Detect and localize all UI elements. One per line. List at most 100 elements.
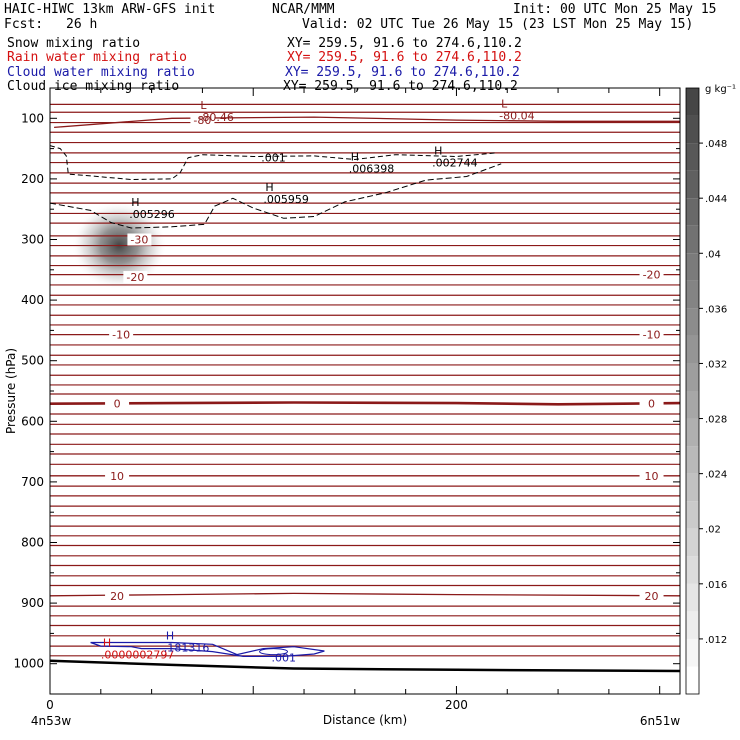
colorbar-swatch — [686, 308, 699, 336]
field-name-cloud-ice: Cloud ice mixing ratio — [7, 79, 180, 94]
extremum-value: -80.04 — [499, 109, 534, 122]
temperature-label: -30 — [130, 234, 148, 247]
extremum-marker: H — [434, 145, 442, 158]
extremum-marker: L — [501, 97, 508, 110]
cloud-water-contour-label: .001 — [271, 652, 296, 665]
temperature-label: 0 — [114, 398, 121, 411]
colorbar-tick-label: .04 — [705, 249, 721, 260]
colorbar-swatch — [686, 253, 699, 281]
extremum-value: .0000002797 — [101, 649, 174, 662]
temperature-label: 20 — [645, 590, 659, 603]
temperature-label: -20 — [643, 269, 661, 282]
y-axis-label: Pressure (hPa) — [4, 348, 18, 434]
contour-label-bg — [123, 271, 148, 284]
cloud-water-contour — [90, 641, 325, 657]
field-xy-cloud-water: XY= 259.5, 91.6 to 274.6,110.2 — [285, 65, 520, 80]
snow-contour — [50, 163, 502, 229]
temperature-label: -20 — [126, 271, 144, 284]
extremum-value: .002744 — [432, 157, 478, 170]
colorbar-tick-label: .032 — [705, 359, 727, 370]
y-tick-label: 200 — [21, 172, 44, 186]
x-end-label-left: 4n53w — [31, 714, 72, 728]
ground-line — [50, 659, 680, 673]
cloud-ice-contour — [50, 145, 498, 181]
temperature-contour — [54, 116, 680, 129]
contour-label-bg — [190, 114, 215, 127]
y-tick-label: 900 — [21, 596, 44, 610]
y-tick-label: 100 — [21, 111, 44, 125]
colorbar-tick-label: .048 — [705, 139, 727, 150]
x-end-label-right: 6n51w — [640, 714, 681, 728]
field-xy-snow: XY= 259.5, 91.6 to 274.6,110.2 — [287, 36, 522, 51]
contour-label-bg — [105, 469, 130, 482]
contour-label-bg — [109, 328, 134, 341]
contour-label-bg — [639, 397, 664, 410]
colorbar-tick-label: .016 — [705, 580, 727, 591]
colorbar-swatch — [686, 280, 699, 309]
extremum-marker: H — [265, 181, 273, 194]
extremum-marker: H — [166, 629, 174, 642]
extremum-marker: H — [351, 151, 359, 164]
temperature-label: -10 — [643, 329, 661, 342]
y-tick-label: 1000 — [13, 657, 44, 671]
x-axis-label: Distance (km) — [323, 713, 407, 727]
contour-label-bg — [127, 233, 152, 246]
extremum-value: .181316 — [164, 641, 210, 654]
colorbar-swatch — [686, 143, 699, 171]
temperature-label: 10 — [645, 470, 659, 483]
extremum-value: .005296 — [129, 208, 175, 221]
temperature-contour — [50, 592, 680, 597]
colorbar-swatch — [686, 115, 699, 144]
colorbar-swatch — [686, 611, 699, 639]
init-time: Init: 00 UTC Mon 25 May 15 — [513, 2, 717, 17]
colorbar-swatch — [686, 198, 699, 226]
colorbar-swatch — [686, 528, 699, 557]
colorbar-tick-label: .028 — [705, 415, 727, 426]
contour-label-bg — [639, 469, 664, 482]
colorbar-swatch — [686, 88, 699, 116]
temperature-label: 0 — [648, 398, 655, 411]
colorbar-swatch — [686, 473, 699, 502]
temperature-contour — [50, 401, 680, 406]
colorbar-swatch — [686, 170, 699, 199]
extremum-marker: H — [131, 196, 139, 209]
field-name-snow: Snow mixing ratio — [7, 36, 141, 51]
organization-label: NCAR/MMM — [272, 2, 335, 17]
extremum-value: .006398 — [349, 163, 395, 176]
colorbar-frame — [685, 87, 700, 695]
temperature-label: -80 — [193, 114, 211, 127]
temperature-label: -10 — [112, 329, 130, 342]
y-tick-label: 700 — [21, 475, 44, 489]
field-name-rain: Rain water mixing ratio — [7, 50, 188, 65]
contour-label-bg — [639, 328, 664, 341]
forecast-label: Fcst: — [4, 17, 44, 32]
colorbar-swatch — [686, 501, 699, 529]
y-tick-label: 600 — [21, 414, 44, 428]
y-tick-label: 800 — [21, 536, 44, 550]
colorbar-tick-label: .044 — [705, 194, 727, 205]
colorbar-swatch — [686, 225, 699, 254]
colorbar-swatch — [686, 556, 699, 584]
contour-label-bg — [105, 397, 130, 410]
colorbar-swatch — [686, 363, 699, 391]
colorbar-swatch — [686, 418, 699, 447]
valid-time: Valid: 02 UTC Tue 26 May 15 (23 LST Mon … — [302, 17, 694, 32]
extremum-value: -80.46 — [198, 111, 233, 124]
colorbar-swatch — [686, 666, 699, 694]
y-tick-label: 300 — [21, 233, 44, 247]
temperature-label: 20 — [110, 590, 124, 603]
colorbar-tick-label: .012 — [705, 635, 727, 646]
extremum-marker: H — [103, 637, 111, 650]
x-tick-label: 0 — [46, 698, 54, 712]
temperature-label: 10 — [110, 470, 124, 483]
y-tick-label: 400 — [21, 293, 44, 307]
colorbar-swatch — [686, 638, 699, 667]
field-xy-rain: XY= 259.5, 91.6 to 274.6,110.2 — [287, 50, 522, 65]
field-name-cloud-water: Cloud water mixing ratio — [7, 65, 195, 80]
cloud-water-inner-contour — [259, 648, 289, 656]
cloud-ice-contour-label: .001 — [261, 152, 286, 165]
model-title: HAIC-HIWC 13km ARW-GFS init — [4, 2, 216, 17]
colorbar-swatch — [686, 583, 699, 612]
x-tick-label: 200 — [445, 698, 468, 712]
